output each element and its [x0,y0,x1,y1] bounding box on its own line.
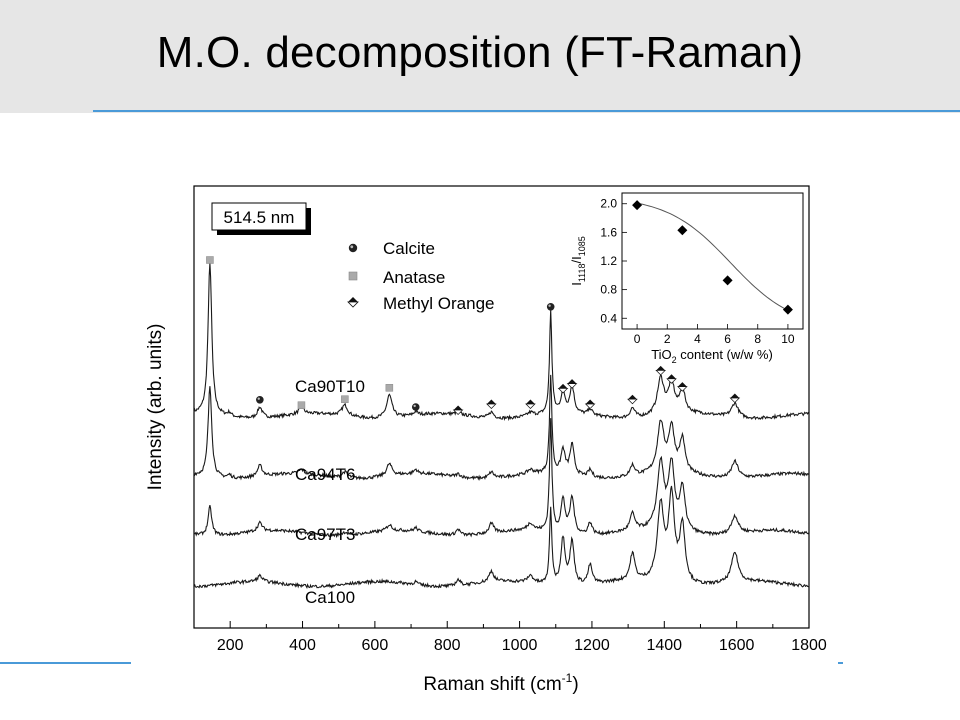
anatase-marker [206,256,214,264]
inset-points [632,200,793,315]
x-axis-ticks: 200 400 600 800 1000 1200 1400 1600 1800 [193,621,827,654]
inset-ticks: 0 2 4 6 8 10 0.4 0.8 1.2 1.6 2.0 [600,197,795,346]
methyl-orange-marker [677,382,688,392]
inset-point [782,304,793,315]
x-axis-title: Raman shift (cm-1) [423,671,578,695]
x-tick-label: 1000 [502,637,538,654]
inset-x-tick-label: 0 [634,332,641,346]
x-tick-label: 400 [289,637,316,654]
inset-point [722,275,733,286]
x-tick-label: 1800 [791,637,827,654]
slide-title: M.O. decomposition (FT-Raman) [156,28,804,77]
calcite-marker [546,303,555,311]
peak-markers [206,256,741,415]
legend-calcite-icon [348,243,358,253]
legend-anatase-icon [348,271,358,281]
spectrum-ca94t6 [193,374,810,481]
methyl-orange-marker [452,405,464,415]
methyl-orange-marker [525,399,536,409]
methyl-orange-marker [557,383,569,394]
inset-y-tick-label: 2.0 [600,197,617,211]
methyl-orange-marker [729,393,741,403]
inset-fit-curve [637,202,789,311]
raman-chart: 200 400 600 800 1000 1200 1400 1600 1800 Raman s… [145,185,827,695]
inset-y-tick-label: 1.2 [600,254,617,268]
methyl-orange-marker [566,379,578,389]
series-label-ca97t3: Ca97T3 [295,525,355,544]
legend: Calcite Anatase Methyl Orange [347,239,495,313]
inset-x-tick-label: 4 [694,332,701,346]
calcite-marker [256,396,264,404]
series-label-ca94t6: Ca94T6 [295,465,355,484]
x-tick-label: 1600 [719,637,755,654]
header-rule [93,110,960,112]
legend-calcite-label: Calcite [383,239,435,258]
laser-label: 514.5 nm [224,208,295,227]
methyl-orange-marker [627,394,638,405]
inset-y-title: I1118/I1085 [569,236,587,286]
y-axis-title: Intensity (arb. units) [145,324,166,491]
series-label-ca90t10: Ca90T10 [295,377,365,396]
methyl-orange-marker [655,365,667,376]
inset-x-tick-label: 10 [781,332,795,346]
legend-anatase-label: Anatase [383,268,445,287]
inset-y-tick-label: 1.6 [600,225,617,239]
x-tick-label: 1400 [646,637,682,654]
x-tick-label: 600 [362,637,389,654]
footer-rule-right [835,662,843,664]
inset-x-tick-label: 6 [724,332,731,346]
methyl-orange-marker [486,399,497,409]
spectra [193,262,810,589]
title-bar [0,0,960,113]
plot-frame [193,185,810,629]
inset-y-tick-label: 0.8 [600,283,617,297]
legend-methyl-orange-icon [347,297,359,308]
anatase-marker [297,401,306,409]
spectrum-ca97t3 [193,418,810,539]
inset-x-title: TiO2 content (w/w %) [651,347,773,365]
inset-x-tick-label: 8 [754,332,761,346]
anatase-marker [385,384,394,392]
spectrum-ca100 [193,485,810,589]
inset-x-tick-label: 2 [664,332,671,346]
inset-y-tick-label: 0.4 [600,311,617,325]
laser-box [211,202,307,231]
anatase-marker [341,395,349,403]
spectrum-ca90t10 [193,262,810,422]
raman-figure: 200 400 600 800 1000 1200 1400 1600 1800 Raman s… [131,176,838,704]
legend-methyl-orange-label: Methyl Orange [383,294,495,313]
inset-frame [621,192,804,330]
inset-point [632,200,643,211]
series-label-ca100: Ca100 [305,588,355,607]
x-tick-label: 1200 [574,637,610,654]
footer-rule-left [0,662,133,664]
inset-point [677,225,688,236]
calcite-marker [411,403,420,411]
x-tick-label: 800 [434,637,461,654]
x-tick-label: 200 [217,637,244,654]
methyl-orange-marker [666,374,677,384]
methyl-orange-marker [584,399,596,409]
